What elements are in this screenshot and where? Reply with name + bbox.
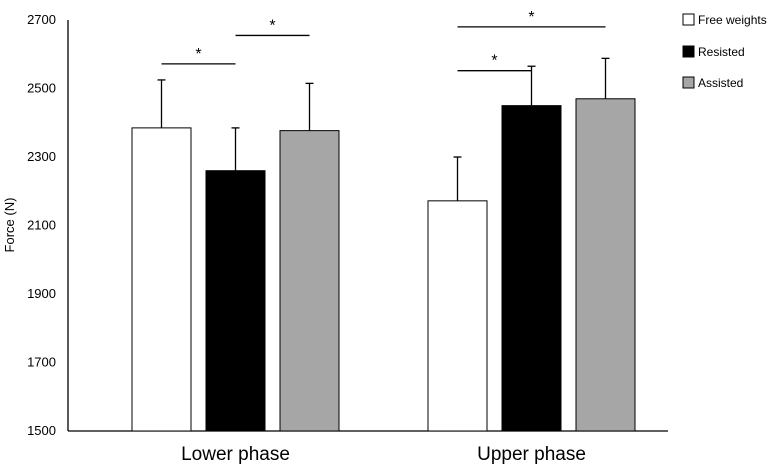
y-tick-label: 2700 [27, 12, 56, 27]
y-tick-labels: 1500 1700 1900 2100 2300 2500 2700 [27, 12, 56, 438]
y-tick-label: 1900 [27, 286, 56, 301]
legend-swatch [682, 45, 695, 58]
y-tick-label: 2500 [27, 81, 56, 96]
legend: Free weights Resisted Assisted [682, 13, 767, 90]
bar-assisted-0 [279, 130, 340, 432]
y-tick-label: 2100 [27, 218, 56, 233]
legend-label: Free weights [698, 13, 767, 27]
significance-markers: * * * * [161, 9, 606, 72]
bars [131, 98, 636, 432]
category-label: Upper phase [477, 444, 586, 465]
significance-star: * [491, 53, 497, 70]
y-tick-label: 2300 [27, 149, 56, 164]
legend-label: Assisted [698, 76, 743, 90]
significance-star: * [269, 17, 275, 34]
legend-swatch [682, 76, 695, 89]
bar-resisted-0 [205, 170, 266, 432]
y-axis-label: Force (N) [2, 198, 17, 253]
bar-assisted-1 [575, 98, 636, 432]
y-tick-label: 1500 [27, 423, 56, 438]
y-tick-label: 1700 [27, 355, 56, 370]
legend-label: Resisted [698, 45, 745, 59]
bar-free-weights-1 [427, 200, 488, 432]
significance-star: * [195, 46, 201, 63]
bar-free-weights-0 [131, 127, 192, 432]
error-bars [157, 57, 610, 201]
legend-swatch [682, 13, 695, 26]
significance-star: * [528, 9, 534, 26]
bar-resisted-1 [501, 105, 562, 432]
category-label: Lower phase [181, 444, 290, 465]
category-labels: Lower phase Upper phase [181, 444, 586, 465]
